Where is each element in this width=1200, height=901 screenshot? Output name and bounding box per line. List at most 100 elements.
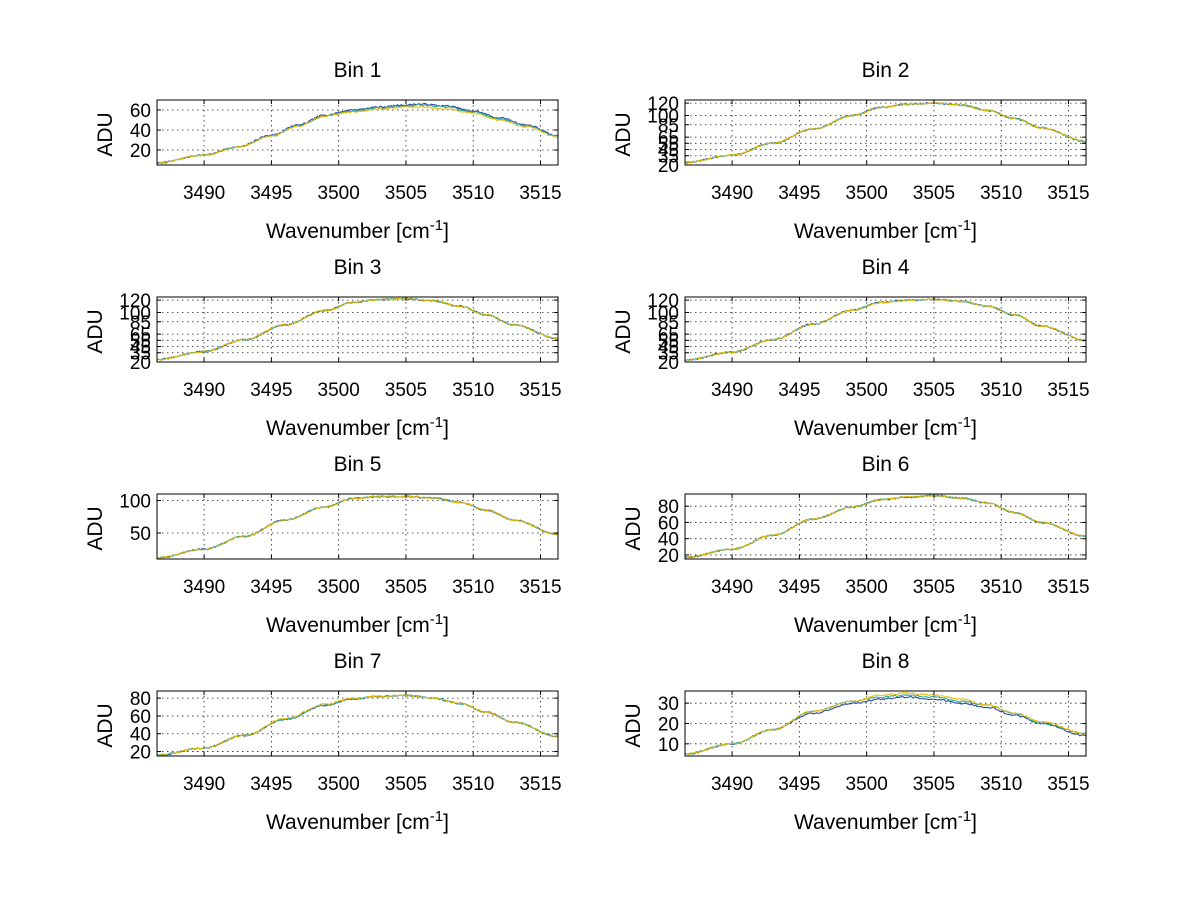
subplot-bin-2: 3490 3495 3500 3505 3510 3515 2035455565851001…	[612, 59, 1090, 243]
x-tick-label: 3490	[183, 774, 225, 795]
x-axis-label: Wavenumber [cm-1]	[794, 414, 977, 440]
series-line-3	[684, 298, 1087, 361]
series-line-3	[156, 694, 559, 757]
x-tick-label: 3515	[519, 774, 561, 795]
series-line-2	[156, 297, 559, 361]
subplot-title: Bin 5	[334, 453, 382, 476]
x-tick-label: 3495	[778, 183, 820, 204]
x-tick-label: 3495	[250, 774, 292, 795]
x-axis-label: Wavenumber [cm-1]	[794, 808, 977, 834]
subplot-title: Bin 1	[334, 59, 382, 82]
y-tick-label: 55	[130, 331, 151, 352]
y-tick-label: 65	[130, 325, 151, 346]
x-tick-label: 3510	[980, 380, 1022, 401]
y-tick-label: 55	[658, 134, 679, 155]
x-tick-label: 3515	[1047, 183, 1089, 204]
y-tick-label: 60	[658, 513, 679, 534]
series-line-2	[156, 495, 559, 559]
x-tick-label: 3510	[452, 183, 494, 204]
x-tick-label: 3515	[1047, 577, 1089, 598]
y-axis-label: ADU	[94, 112, 117, 156]
x-axis-label: Wavenumber [cm-1]	[794, 217, 977, 243]
x-tick-label: 3515	[519, 577, 561, 598]
x-tick-label: 3500	[846, 774, 888, 795]
y-tick-label: 20	[130, 743, 151, 764]
x-tick-label: 3500	[318, 183, 360, 204]
series-line-1	[684, 494, 1087, 559]
x-tick-label: 3500	[846, 183, 888, 204]
x-tick-label: 3505	[913, 183, 955, 204]
x-tick-label: 3505	[385, 774, 427, 795]
y-tick-label: 20	[130, 141, 151, 162]
x-tick-label: 3490	[711, 577, 753, 598]
x-tick-label: 3505	[385, 183, 427, 204]
series-line-2	[684, 298, 1087, 362]
y-tick-label: 30	[658, 694, 679, 715]
y-tick-label: 60	[130, 101, 151, 122]
x-tick-label: 3510	[980, 774, 1022, 795]
plot-frame	[156, 99, 559, 166]
subplot-title: Bin 4	[862, 256, 910, 279]
y-axis-label: ADU	[84, 506, 107, 550]
y-tick-label: 20	[658, 156, 679, 177]
x-tick-label: 3495	[778, 380, 820, 401]
x-tick-label: 3515	[519, 183, 561, 204]
y-axis-label: ADU	[612, 309, 635, 353]
y-tick-label: 85	[658, 116, 679, 137]
y-tick-label: 120	[647, 291, 679, 312]
y-tick-label: 20	[658, 353, 679, 374]
y-tick-label: 80	[658, 497, 679, 518]
y-tick-label: 35	[658, 344, 679, 365]
x-tick-label: 3490	[183, 380, 225, 401]
y-axis-label: ADU	[94, 703, 117, 747]
x-tick-label: 3510	[452, 380, 494, 401]
x-tick-label: 3505	[913, 774, 955, 795]
subplot-title: Bin 2	[862, 59, 910, 82]
y-tick-label: 45	[130, 338, 151, 359]
y-tick-label: 100	[119, 492, 151, 513]
x-axis-label: Wavenumber [cm-1]	[266, 611, 449, 637]
y-axis-label: ADU	[622, 506, 645, 550]
y-tick-label: 35	[658, 147, 679, 168]
series-line-1	[156, 102, 559, 165]
series-line-3	[156, 105, 559, 164]
plot-frame	[684, 99, 1087, 166]
y-tick-label: 20	[130, 353, 151, 374]
plot-frame	[156, 493, 559, 560]
x-tick-label: 3510	[980, 183, 1022, 204]
subplot-bin-3: 3490 3495 3500 3505 3510 3515 2035455565851001…	[84, 256, 562, 440]
y-tick-label: 40	[130, 725, 151, 746]
series-line-1	[156, 495, 559, 559]
x-tick-label: 3490	[711, 183, 753, 204]
subplot-bin-4: 3490 3495 3500 3505 3510 3515 2035455565851001…	[612, 256, 1090, 440]
x-tick-label: 3515	[1047, 380, 1089, 401]
subplot-title: Bin 8	[862, 650, 910, 673]
y-tick-label: 80	[130, 689, 151, 710]
y-tick-label: 10	[658, 735, 679, 756]
x-tick-label: 3500	[318, 380, 360, 401]
y-tick-label: 65	[658, 128, 679, 149]
x-tick-label: 3505	[385, 577, 427, 598]
x-tick-label: 3500	[846, 380, 888, 401]
series-line-3	[684, 494, 1087, 559]
x-tick-label: 3515	[1047, 774, 1089, 795]
x-tick-label: 3500	[318, 577, 360, 598]
y-tick-label: 100	[119, 303, 151, 324]
series-line-1	[684, 298, 1087, 361]
x-tick-label: 3500	[318, 774, 360, 795]
y-tick-label: 120	[119, 291, 151, 312]
y-tick-label: 85	[130, 313, 151, 334]
x-tick-label: 3495	[250, 183, 292, 204]
x-tick-label: 3490	[711, 380, 753, 401]
x-tick-label: 3500	[846, 577, 888, 598]
series-line-1	[156, 694, 559, 757]
y-tick-label: 20	[658, 546, 679, 567]
subplot-title: Bin 3	[334, 256, 382, 279]
x-tick-label: 3505	[913, 380, 955, 401]
x-tick-label: 3495	[250, 577, 292, 598]
